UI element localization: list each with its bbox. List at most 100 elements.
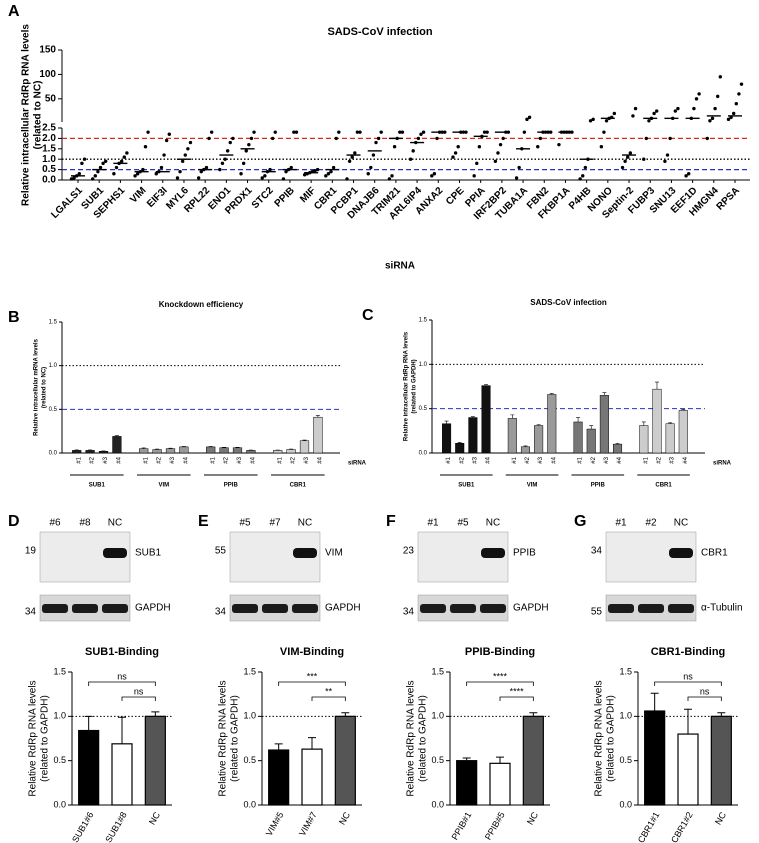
chart-title: SADS-CoV infection xyxy=(327,26,432,38)
data-point xyxy=(498,142,503,147)
data-point xyxy=(456,145,460,149)
x-tick-label: #1 xyxy=(578,456,584,463)
bar xyxy=(489,762,511,806)
data-point xyxy=(270,136,275,141)
bar xyxy=(206,446,216,454)
y-axis-label: (related to GAPDH) xyxy=(412,359,418,413)
x-tick-label: VIM#5 xyxy=(264,810,286,838)
x-tick-label: PPIB#5 xyxy=(483,810,507,841)
blot-label: GAPDH xyxy=(135,603,171,614)
x-tick-label: #4 xyxy=(683,456,689,463)
group-label: VIM xyxy=(527,483,538,489)
bar xyxy=(520,446,530,454)
data-point xyxy=(114,165,119,170)
error-bar xyxy=(141,447,146,449)
blot-band xyxy=(42,604,68,613)
lane-label: NC xyxy=(674,518,688,529)
significance-label: *** xyxy=(307,671,318,681)
bar xyxy=(507,418,517,454)
x-tick-label: #4 xyxy=(116,456,122,463)
data-point xyxy=(347,159,352,163)
x-tick-label: #4 xyxy=(183,456,189,463)
error-bar xyxy=(462,757,471,761)
lane-label: #1 xyxy=(427,518,439,529)
error-bar xyxy=(684,708,692,735)
error-bar xyxy=(615,442,620,445)
x-tick-label: RPSA xyxy=(715,185,742,212)
data-point xyxy=(196,176,201,180)
data-point xyxy=(350,155,354,159)
error-bar xyxy=(717,712,726,717)
data-point xyxy=(392,145,397,149)
data-point xyxy=(125,151,129,155)
bar xyxy=(273,450,283,454)
data-point xyxy=(244,149,248,153)
y-tick-label: 1.0 xyxy=(53,711,66,721)
bar xyxy=(219,447,229,454)
data-point xyxy=(419,132,423,136)
data-point xyxy=(353,151,357,155)
y-axis-label: Relative RdRp RNA levels xyxy=(218,680,229,796)
lane-label: NC xyxy=(486,518,500,529)
x-tick-label: #1 xyxy=(76,456,82,463)
y-axis-label: Relative intracellular RdRp RNA levels xyxy=(404,331,410,441)
y-axis-label: (related to NC) xyxy=(42,367,48,408)
bar xyxy=(286,449,296,454)
data-point xyxy=(655,109,659,113)
significance-label: ns xyxy=(134,686,144,696)
data-point xyxy=(665,153,670,157)
error-bar xyxy=(151,711,160,717)
blot-band xyxy=(72,604,98,613)
x-axis-label: siRNA xyxy=(348,461,367,467)
bar xyxy=(268,749,290,806)
y-tick-label: 2.0 xyxy=(42,133,56,144)
data-point xyxy=(737,92,741,96)
y-tick-label: 0.5 xyxy=(42,164,56,175)
data-point xyxy=(726,117,731,122)
error-bar xyxy=(589,425,594,430)
y-axis-label: (related to GAPDH) xyxy=(418,695,429,782)
y-tick-label: 1.0 xyxy=(619,711,632,721)
marker-label: 19 xyxy=(25,546,37,557)
bar xyxy=(246,450,256,454)
data-point xyxy=(493,159,498,163)
data-point xyxy=(326,172,331,176)
bar xyxy=(78,729,100,806)
bar xyxy=(677,733,699,806)
panel-label: B xyxy=(8,309,20,326)
blot-band xyxy=(292,604,318,613)
data-point xyxy=(281,177,286,181)
data-point xyxy=(260,176,264,180)
y-tick-label: 150 xyxy=(39,45,56,56)
data-point xyxy=(668,136,672,141)
data-point xyxy=(633,106,638,111)
bar xyxy=(165,448,176,454)
error-bar xyxy=(341,712,350,717)
lane-label: #5 xyxy=(239,518,251,529)
bar xyxy=(644,710,666,806)
x-tick-label: NC xyxy=(337,810,352,827)
data-point xyxy=(684,174,688,178)
significance-bracket xyxy=(311,696,346,701)
data-point xyxy=(708,119,712,123)
data-point xyxy=(159,165,164,170)
data-point xyxy=(358,130,362,134)
marker-label: 34 xyxy=(591,546,603,557)
error-bar xyxy=(510,414,515,419)
data-point xyxy=(77,172,82,176)
data-point xyxy=(398,130,402,134)
x-tick-label: #2 xyxy=(525,456,531,463)
x-tick-label: #3 xyxy=(670,456,676,463)
data-point xyxy=(355,130,360,134)
data-point xyxy=(718,75,723,79)
y-tick-label: 50 xyxy=(45,93,57,104)
data-point xyxy=(90,177,95,181)
y-tick-label: 1.0 xyxy=(49,363,58,369)
y-axis-label: Relative RdRp RNA levels xyxy=(28,680,39,796)
data-point xyxy=(400,130,405,134)
bar xyxy=(455,442,465,454)
chart-title: CBR1-Binding xyxy=(651,646,726,658)
data-point xyxy=(599,145,604,149)
blot-band xyxy=(262,604,288,613)
y-tick-label: 0.5 xyxy=(619,755,632,765)
